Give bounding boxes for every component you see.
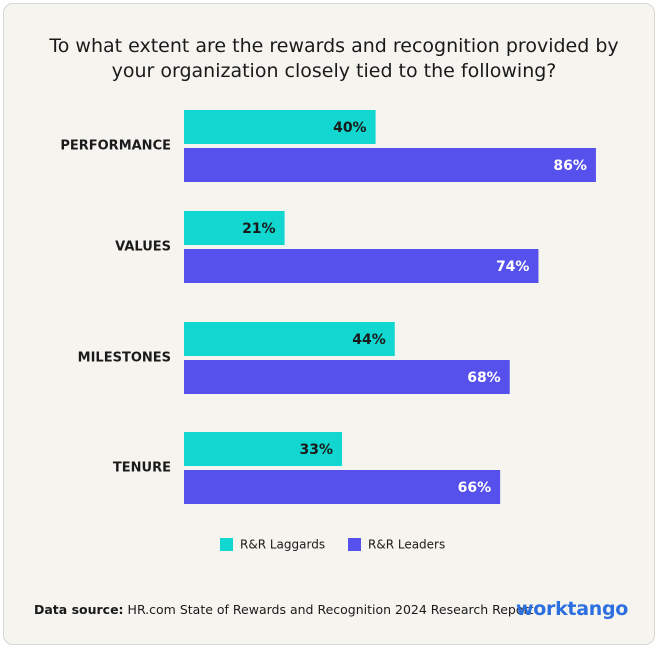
bar: [184, 432, 343, 466]
value-label: 86%: [553, 158, 587, 174]
category-label: VALUES: [115, 240, 171, 255]
bar: [184, 211, 285, 245]
source-label: Data source:: [34, 602, 124, 617]
bar: [184, 110, 376, 144]
footer: Data source: HR.com State of Rewards and…: [34, 602, 534, 617]
bar: [184, 148, 596, 182]
category-label: PERFORMANCE: [60, 139, 171, 154]
bar: [184, 322, 395, 356]
value-label: 66%: [458, 480, 492, 496]
bar: [184, 360, 510, 394]
value-label: 68%: [467, 370, 501, 386]
legend-label: R&R Laggards: [240, 538, 325, 552]
legend-swatch: [348, 538, 361, 551]
chart-title: To what extent are the rewards and recog…: [49, 35, 619, 82]
brand-logo: worktango: [516, 598, 628, 620]
value-label: 33%: [300, 442, 334, 458]
bar: [184, 249, 539, 283]
category-label: MILESTONES: [78, 351, 171, 366]
legend-label: R&R Leaders: [368, 538, 445, 552]
value-label: 40%: [333, 120, 367, 136]
value-label: 74%: [496, 259, 530, 275]
category-label: TENURE: [113, 461, 171, 476]
source: HR.com State of Rewards and Recognition …: [127, 602, 534, 617]
bar: [184, 470, 501, 504]
value-label: 44%: [352, 332, 386, 348]
value-label: 21%: [242, 221, 276, 237]
legend-swatch: [220, 538, 233, 551]
